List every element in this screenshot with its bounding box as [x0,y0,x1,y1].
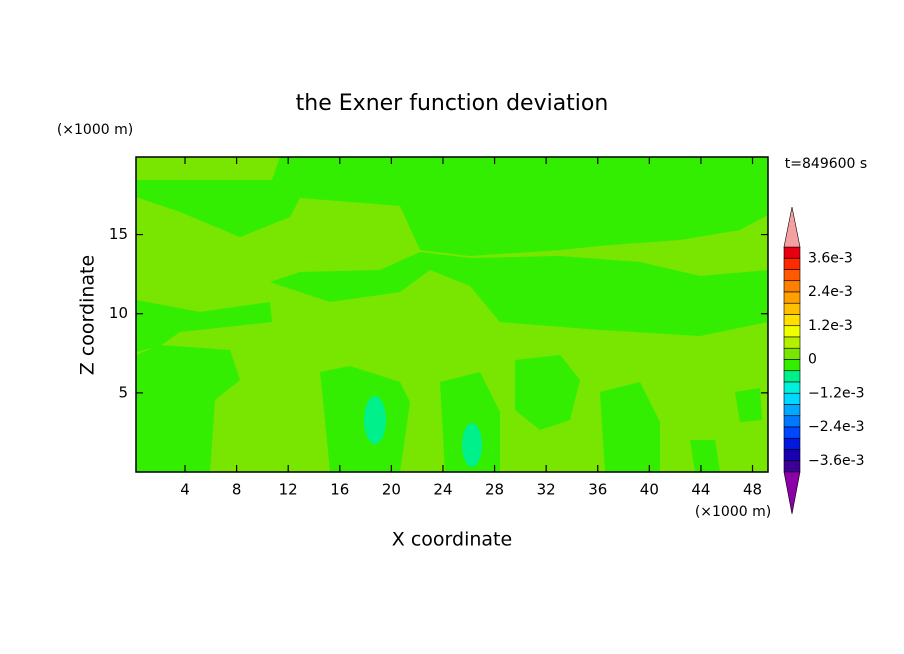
contour-regions [364,396,482,467]
x-unit: (×1000 m) [695,504,771,520]
colorbar-box [783,257,801,270]
x-tick-label: 4 [180,481,190,499]
colorbar-box [783,336,801,349]
colorbar-tick-label: −2.4e-3 [808,419,865,435]
colorbar-tick-label: 0 [808,352,817,368]
colorbar-tick-label: −3.6e-3 [808,453,865,469]
contour-region [735,388,762,422]
colorbar-box [783,404,801,417]
x-tick-label: 12 [279,481,298,499]
chart-title: the Exner function deviation [296,91,609,116]
x-tick-label: 40 [640,481,659,499]
contour-region [515,355,580,430]
colorbar-box [783,426,801,439]
colorbar-box [783,437,801,450]
plot-frame [135,156,769,473]
colorbar-box [783,449,801,462]
x-tick-label: 36 [588,481,607,499]
contour-region [600,382,660,472]
contour-region [136,300,272,352]
y-axis-label: Z coordinate [77,255,99,375]
contour-region [364,396,386,444]
y-tick-label: 5 [118,383,128,401]
colorbar-box [783,280,801,293]
colorbar-tick-label: 3.6e-3 [808,250,853,266]
colorbar-box [783,246,801,259]
colorbar-box [783,291,801,304]
contour-regions [136,157,768,472]
colorbar-box [783,359,801,372]
x-tick-label: 16 [330,481,349,499]
x-tick-label: 20 [382,481,401,499]
colorbar-box [783,347,801,360]
colorbar-box [783,415,801,428]
y-unit: (×1000 m) [57,122,133,138]
colorbar-tick-label: −1.2e-3 [808,385,865,401]
x-tick-label: 24 [433,481,452,499]
x-axis-label: X coordinate [392,529,512,551]
colorbar-box [783,314,801,327]
colorbar-under [783,471,801,515]
y-tick-label: 10 [109,304,128,322]
contour-region [440,372,500,472]
colorbar-tick-label: 2.4e-3 [808,284,853,300]
x-tick-label: 8 [232,481,242,499]
contour-region [690,440,720,472]
colorbar-box [783,460,801,473]
x-tick-label: 44 [691,481,710,499]
colorbar-over [783,206,801,248]
colorbar-tick-label: 1.2e-3 [808,318,853,334]
contour-field [135,156,769,473]
x-tick-label: 48 [743,481,762,499]
x-tick-label: 28 [485,481,504,499]
colorbar-box [783,325,801,338]
colorbar-box [783,381,801,394]
colorbar-box [783,269,801,282]
contour-region [270,252,768,336]
time-annotation: t=849600 s [785,156,867,172]
colorbar-box [783,302,801,315]
contour-region [462,423,482,467]
x-tick-label: 32 [537,481,556,499]
colorbar-box [783,370,801,383]
colorbar-box [783,392,801,405]
contour-region [136,157,768,256]
contour-region [136,345,240,472]
y-tick-label: 15 [109,225,128,243]
